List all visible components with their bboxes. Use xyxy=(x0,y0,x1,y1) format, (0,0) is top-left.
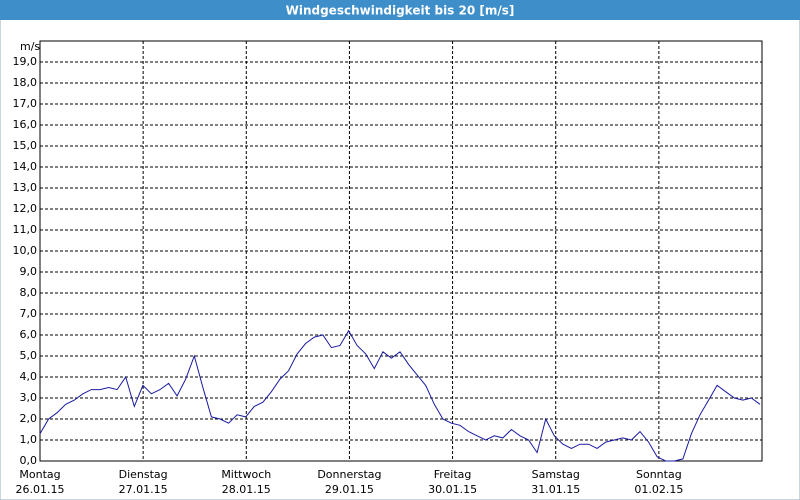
y-tick-label: 1,0 xyxy=(20,433,38,446)
x-tick-date: 26.01.15 xyxy=(16,483,65,496)
y-tick-label: 8,0 xyxy=(20,286,38,299)
y-tick-label: 7,0 xyxy=(20,307,38,320)
chart-title: Windgeschwindigkeit bis 20 [m/s] xyxy=(286,4,515,18)
y-tick-label: 13,0 xyxy=(13,181,38,194)
y-tick-label: 19,0 xyxy=(13,55,38,68)
x-tick-label: Donnerstag xyxy=(317,468,381,481)
y-tick-label: 10,0 xyxy=(13,244,38,257)
x-tick-date: 27.01.15 xyxy=(119,483,168,496)
y-tick-label: 9,0 xyxy=(20,265,38,278)
y-tick-label: 5,0 xyxy=(20,349,38,362)
y-tick-label: 4,0 xyxy=(20,370,38,383)
y-tick-label: 15,0 xyxy=(13,139,38,152)
x-tick-date: 01.02.15 xyxy=(634,483,683,496)
x-tick-date: 30.01.15 xyxy=(428,483,477,496)
x-tick-date: 29.01.15 xyxy=(325,483,374,496)
y-tick-label: 3,0 xyxy=(20,391,38,404)
x-tick-label: Montag xyxy=(19,468,60,481)
y-tick-label: 18,0 xyxy=(13,76,38,89)
x-tick-label: Sonntag xyxy=(636,468,682,481)
y-tick-label: 2,0 xyxy=(20,412,38,425)
y-tick-label: 12,0 xyxy=(13,202,38,215)
y-tick-label: 17,0 xyxy=(13,97,38,110)
y-tick-label: 0,0 xyxy=(20,454,38,467)
data-line xyxy=(39,329,761,462)
title-bar xyxy=(0,0,800,20)
x-tick-label: Samstag xyxy=(532,468,580,481)
y-axis-label: m/s xyxy=(20,40,40,53)
y-tick-label: 11,0 xyxy=(13,223,38,236)
y-tick-label: 6,0 xyxy=(20,328,38,341)
x-tick-date: 31.01.15 xyxy=(531,483,580,496)
y-tick-label: 14,0 xyxy=(13,160,38,173)
x-tick-label: Dienstag xyxy=(119,468,168,481)
x-tick-label: Freitag xyxy=(434,468,472,481)
y-tick-label: 16,0 xyxy=(13,118,38,131)
x-tick-date: 28.01.15 xyxy=(222,483,271,496)
x-tick-label: Mittwoch xyxy=(221,468,271,481)
